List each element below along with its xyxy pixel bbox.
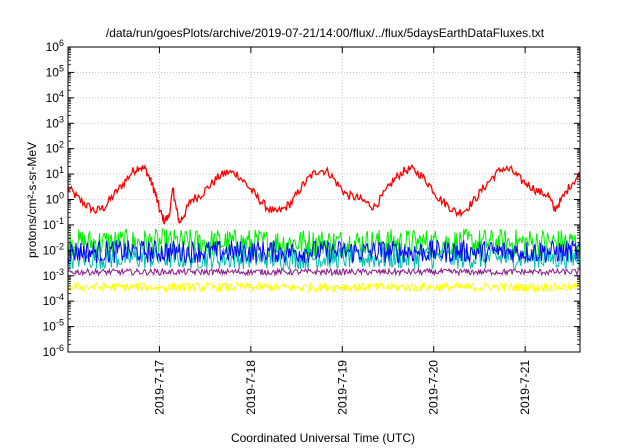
y-tick-label: 10-1 (43, 216, 64, 232)
x-tick-label: 2019-7-19 (335, 360, 349, 415)
grid (68, 47, 580, 352)
y-tick-label: 103 (46, 114, 64, 130)
y-tick-label: 100 (46, 191, 64, 207)
series-line-4 (67, 266, 581, 277)
x-tick-label: 2019-7-20 (427, 360, 441, 415)
chart-title: /data/run/goesPlots/archive/2019-07-21/1… (106, 26, 545, 40)
x-tick-label: 2019-7-17 (152, 360, 166, 415)
y-tick-label: 106 (46, 38, 64, 54)
series-layer (67, 163, 581, 294)
x-axis-label: Coordinated Universal Time (UTC) (231, 431, 415, 445)
y-tick-label: 10-6 (43, 343, 64, 359)
x-tick-label: 2019-7-21 (518, 360, 532, 415)
y-tick-label: 105 (46, 63, 64, 79)
axes: 10-6 10-5 10-4 10-3 10-2 10-1 100 101 102 103 104 1… (43, 38, 581, 415)
y-tick-label: 101 (46, 165, 64, 181)
y-tick-label: 10-3 (43, 267, 64, 283)
y-tick-label: 10-2 (43, 241, 64, 257)
y-tick-label: 104 (46, 89, 64, 105)
x-tick-label: 2019-7-18 (244, 360, 258, 415)
y-axis-label: protons/cm²-s-sr-MeV (25, 142, 39, 258)
series-line-0 (67, 163, 581, 225)
series-line-3 (67, 239, 581, 265)
series-line-2 (67, 245, 581, 270)
y-tick-label: 102 (46, 140, 64, 156)
series-line-5 (67, 281, 581, 294)
y-tick-label: 10-4 (43, 292, 64, 308)
y-tick-label: 10-5 (43, 318, 64, 334)
